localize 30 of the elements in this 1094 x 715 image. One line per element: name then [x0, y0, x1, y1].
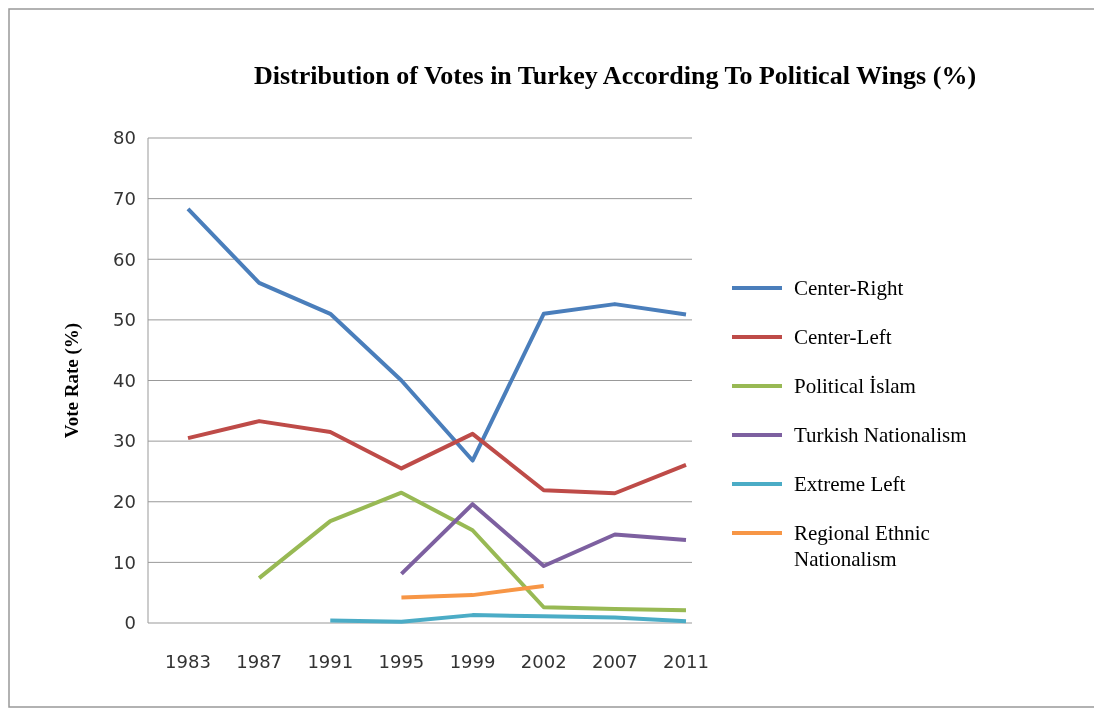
chart-title: Distribution of Votes in Turkey According To Political Wings (%)	[253, 61, 977, 90]
legend-label: Extreme Left	[794, 472, 906, 497]
x-tick-label: 2002	[520, 651, 567, 672]
x-tick-label: 1995	[378, 651, 425, 672]
legend-label: Turkish Nationalism	[794, 423, 967, 448]
legend-label: Center-Right	[794, 276, 904, 301]
y-tick-label: 40	[113, 369, 136, 391]
x-tick-label: 1991	[307, 651, 354, 672]
x-tick-label: 2007	[591, 651, 638, 672]
line-series	[399, 502, 688, 576]
x-tick-label: 2011	[663, 651, 709, 672]
line-series	[186, 419, 688, 496]
legend-label: Center-Left	[794, 325, 892, 350]
y-tick-label: 80	[113, 127, 136, 149]
y-tick-label: 30	[113, 430, 136, 452]
legend-label: Political İslam	[794, 374, 916, 399]
y-tick-label: 0	[124, 612, 136, 634]
y-tick-label: 50	[113, 309, 136, 331]
y-tick-label: 10	[113, 551, 136, 573]
line-series	[257, 490, 688, 613]
legend-label: Regional Ethnic Nationalism	[794, 521, 930, 572]
y-tick-label: 70	[113, 187, 136, 209]
y-tick-label: 60	[113, 248, 136, 270]
y-tick-label: 20	[113, 491, 136, 513]
line-series	[186, 206, 688, 463]
y-axis-title: Vote Rate (%)	[61, 322, 83, 439]
x-tick-label: 1983	[165, 651, 211, 672]
line-series	[328, 613, 688, 624]
x-tick-label: 1987	[236, 651, 283, 672]
x-tick-label: 1999	[449, 651, 496, 672]
